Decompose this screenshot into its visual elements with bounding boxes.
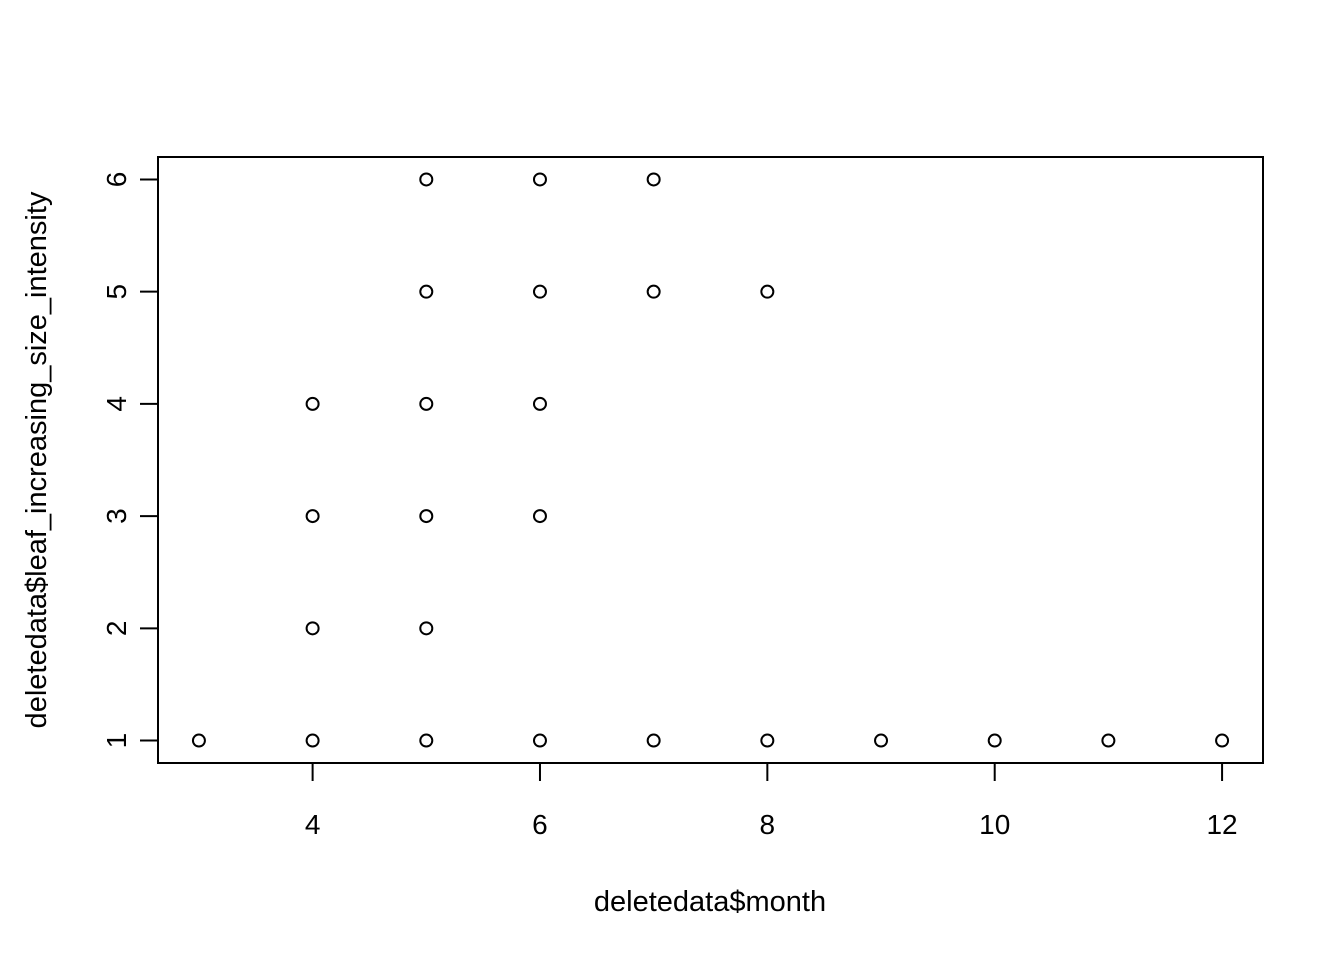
data-point: [305, 733, 320, 748]
data-point: [760, 284, 775, 299]
data-point: [646, 733, 661, 748]
x-tick-label: 6: [532, 809, 548, 840]
data-point: [987, 733, 1002, 748]
data-point: [419, 284, 434, 299]
y-tick-label: 6: [101, 172, 132, 188]
data-point: [419, 172, 434, 187]
x-tick-label: 10: [979, 809, 1010, 840]
data-point: [532, 733, 547, 748]
y-tick-label: 4: [101, 396, 132, 412]
data-point: [874, 733, 889, 748]
data-point: [305, 509, 320, 524]
x-tick-label: 8: [760, 809, 776, 840]
y-tick-label: 5: [101, 284, 132, 300]
plot-frame: [157, 156, 1264, 764]
y-axis: 1 2 3 4 5 6: [101, 172, 159, 749]
data-point: [532, 284, 547, 299]
y-tick-label: 2: [101, 621, 132, 637]
data-point: [532, 172, 547, 187]
data-point: [419, 396, 434, 411]
data-point: [191, 733, 206, 748]
data-point: [532, 396, 547, 411]
x-axis-title: deletedata$month: [594, 886, 826, 918]
data-point: [646, 284, 661, 299]
x-axis: 4 6 8 10 12: [305, 762, 1238, 840]
data-point: [419, 509, 434, 524]
data-point: [532, 509, 547, 524]
x-tick-label: 12: [1206, 809, 1237, 840]
x-tick-label: 4: [305, 809, 321, 840]
data-point: [419, 621, 434, 636]
data-point: [760, 733, 775, 748]
data-points: [191, 172, 1230, 748]
y-axis-title: deletedata$leaf_increasing_size_intensit…: [21, 191, 53, 728]
y-tick-label: 3: [101, 508, 132, 524]
data-point: [1101, 733, 1116, 748]
y-tick-label: 1: [101, 733, 132, 749]
data-point: [305, 621, 320, 636]
data-point: [646, 172, 661, 187]
data-point: [419, 733, 434, 748]
data-point: [305, 396, 320, 411]
data-point: [1215, 733, 1230, 748]
